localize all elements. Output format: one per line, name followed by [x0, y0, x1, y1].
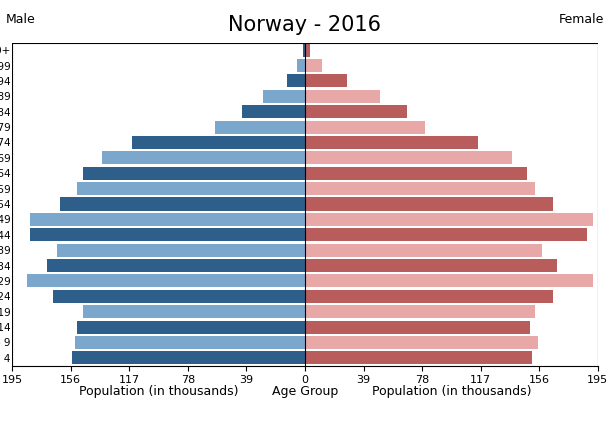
Bar — [305, 167, 527, 180]
Bar — [77, 182, 305, 195]
Bar — [305, 151, 512, 164]
Bar — [75, 336, 305, 349]
Bar — [305, 121, 425, 133]
Text: Population (in thousands): Population (in thousands) — [371, 385, 531, 399]
Bar — [57, 244, 305, 257]
Bar — [303, 44, 305, 57]
Bar — [305, 182, 535, 195]
Bar — [305, 351, 532, 364]
Bar — [83, 305, 305, 318]
Bar — [305, 290, 553, 303]
Bar — [305, 259, 558, 272]
Bar — [263, 90, 305, 103]
Bar — [305, 244, 542, 257]
Bar — [83, 167, 305, 180]
Bar — [305, 336, 538, 349]
Bar — [47, 259, 305, 272]
Bar — [30, 228, 305, 241]
Text: Male: Male — [6, 13, 36, 26]
Bar — [305, 305, 535, 318]
Bar — [305, 228, 587, 241]
Text: Population (in thousands): Population (in thousands) — [79, 385, 239, 399]
Bar — [102, 151, 305, 164]
Bar — [305, 198, 553, 210]
Bar — [305, 44, 310, 57]
Bar — [305, 59, 321, 72]
Bar — [27, 275, 305, 287]
Title: Norway - 2016: Norway - 2016 — [229, 15, 381, 35]
Bar — [296, 59, 305, 72]
Bar — [77, 320, 305, 334]
Bar — [305, 74, 347, 88]
Bar — [215, 121, 305, 133]
Bar — [305, 105, 407, 118]
Bar — [305, 213, 594, 226]
Bar — [242, 105, 305, 118]
Bar — [60, 198, 305, 210]
Bar — [305, 275, 594, 287]
Bar — [305, 90, 380, 103]
Bar — [30, 213, 305, 226]
Bar — [52, 290, 305, 303]
Text: Age Group: Age Group — [272, 385, 338, 399]
Bar — [287, 74, 305, 88]
Bar — [72, 351, 305, 364]
Text: Female: Female — [559, 13, 604, 26]
Bar — [305, 136, 478, 149]
Bar — [132, 136, 305, 149]
Bar — [305, 320, 530, 334]
